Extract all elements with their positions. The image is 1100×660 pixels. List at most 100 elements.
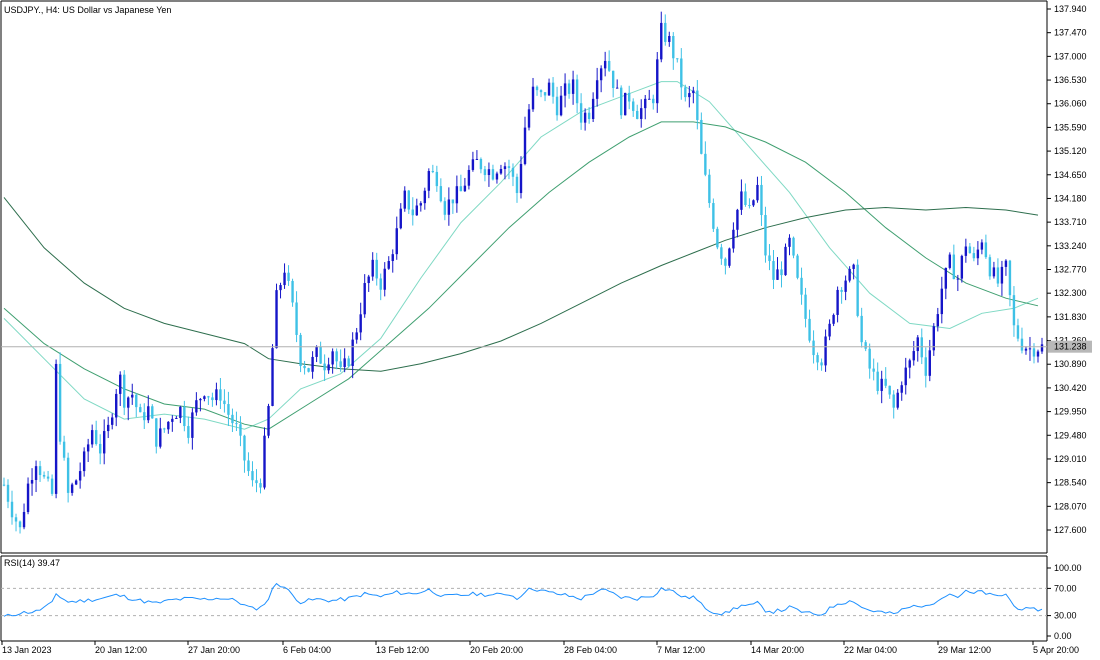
candle-body <box>1012 295 1016 326</box>
candle-body <box>896 392 899 408</box>
candle-body <box>523 127 527 164</box>
candle-body <box>331 351 334 365</box>
candle-body <box>115 393 118 418</box>
candle-body <box>367 276 370 284</box>
candle-body <box>467 169 471 186</box>
candle-body <box>211 397 214 401</box>
candle-body <box>323 363 326 371</box>
candle-body <box>255 480 258 484</box>
candle-body <box>740 191 743 210</box>
candle-body <box>704 153 707 175</box>
candle-body <box>66 457 70 493</box>
candle-body <box>419 203 423 206</box>
candle-body <box>50 478 54 494</box>
candle-body <box>395 228 398 255</box>
price-tick-label: 132.770 <box>1054 265 1087 275</box>
candle-body <box>363 283 366 315</box>
candle-body <box>748 204 751 206</box>
rsi-tick-label: 0.00 <box>1054 631 1072 641</box>
candle-body <box>636 110 639 119</box>
price-tick-label: 133.710 <box>1054 217 1087 227</box>
price-tick-label: 131.830 <box>1054 312 1087 322</box>
candle-body <box>784 246 787 276</box>
candle-body <box>279 285 282 291</box>
price-tick-label: 137.000 <box>1054 51 1087 61</box>
candle-body <box>155 418 158 447</box>
candle-body <box>856 264 859 316</box>
candle-body <box>511 167 515 177</box>
candle-body <box>58 363 62 442</box>
time-tick-label: 27 Jan 20:00 <box>188 645 240 655</box>
candle-body <box>383 268 386 290</box>
candle-body <box>932 326 935 351</box>
candle-body <box>495 173 499 180</box>
candle-body <box>623 92 627 116</box>
candle-body <box>720 247 723 259</box>
candle-body <box>375 259 378 279</box>
candle-body <box>78 471 82 481</box>
candle-body <box>483 169 487 176</box>
rsi-title: RSI(14) 39.47 <box>4 558 60 568</box>
candle-body <box>668 36 671 42</box>
candle-body <box>924 357 927 376</box>
candle-body <box>119 374 122 394</box>
candle-body <box>868 348 871 369</box>
candle-body <box>54 363 58 494</box>
candle-body <box>640 108 643 119</box>
time-tick-label: 13 Feb 12:00 <box>376 645 429 655</box>
candle-body <box>167 421 170 430</box>
candle-body <box>135 394 138 408</box>
candle-body <box>812 340 815 356</box>
candle-body <box>788 237 791 247</box>
candle-body <box>928 350 931 376</box>
moving-averages <box>3 81 1039 430</box>
candle-body <box>591 98 595 119</box>
candle-body <box>820 362 823 366</box>
candle-body <box>692 90 695 94</box>
candle-body <box>427 171 431 191</box>
candle-body <box>471 159 475 170</box>
candle-body <box>98 443 102 454</box>
candle-body <box>579 103 583 123</box>
candle-body <box>920 337 923 358</box>
candle-body <box>956 278 960 280</box>
price-tick-label: 130.420 <box>1054 383 1087 393</box>
candle-body <box>175 417 178 419</box>
candle-body <box>760 184 763 216</box>
candle-body <box>14 517 18 522</box>
candle-body <box>515 176 519 194</box>
candle-body <box>824 336 827 366</box>
candle-body <box>764 215 767 256</box>
candle-body <box>575 79 579 104</box>
candle-body <box>844 280 847 292</box>
time-tick-label: 20 Jan 12:00 <box>95 645 147 655</box>
time-tick-label: 22 Mar 04:00 <box>844 645 897 655</box>
candle-body <box>780 269 783 276</box>
price-tick-label: 129.480 <box>1054 430 1087 440</box>
candle-body <box>632 101 635 111</box>
candle-body <box>159 428 162 447</box>
price-tick-label: 134.650 <box>1054 170 1087 180</box>
candle-body <box>768 255 771 262</box>
candle-body <box>491 169 495 180</box>
candle-body <box>960 255 964 279</box>
candle-body <box>287 272 290 281</box>
time-tick-label: 20 Feb 20:00 <box>470 645 523 655</box>
candle-body <box>700 119 703 154</box>
candle-body <box>619 87 623 116</box>
price-tick-label: 131.360 <box>1054 336 1087 346</box>
candle-body <box>940 288 944 315</box>
candle-body <box>628 92 631 102</box>
candle-body <box>207 396 210 398</box>
candle-body <box>107 424 110 432</box>
candle-body <box>539 90 543 93</box>
candle-body <box>243 435 246 461</box>
candle-body <box>303 366 306 369</box>
candle-body <box>70 484 74 493</box>
price-tick-label: 135.120 <box>1054 146 1087 156</box>
price-tick-label: 134.180 <box>1054 193 1087 203</box>
price-axis: 137.940 137.470 137.000 136.530 136.060 135.5… <box>1047 4 1087 535</box>
candle-body <box>359 314 362 333</box>
candle-body <box>295 302 298 335</box>
candle-body <box>648 98 651 100</box>
